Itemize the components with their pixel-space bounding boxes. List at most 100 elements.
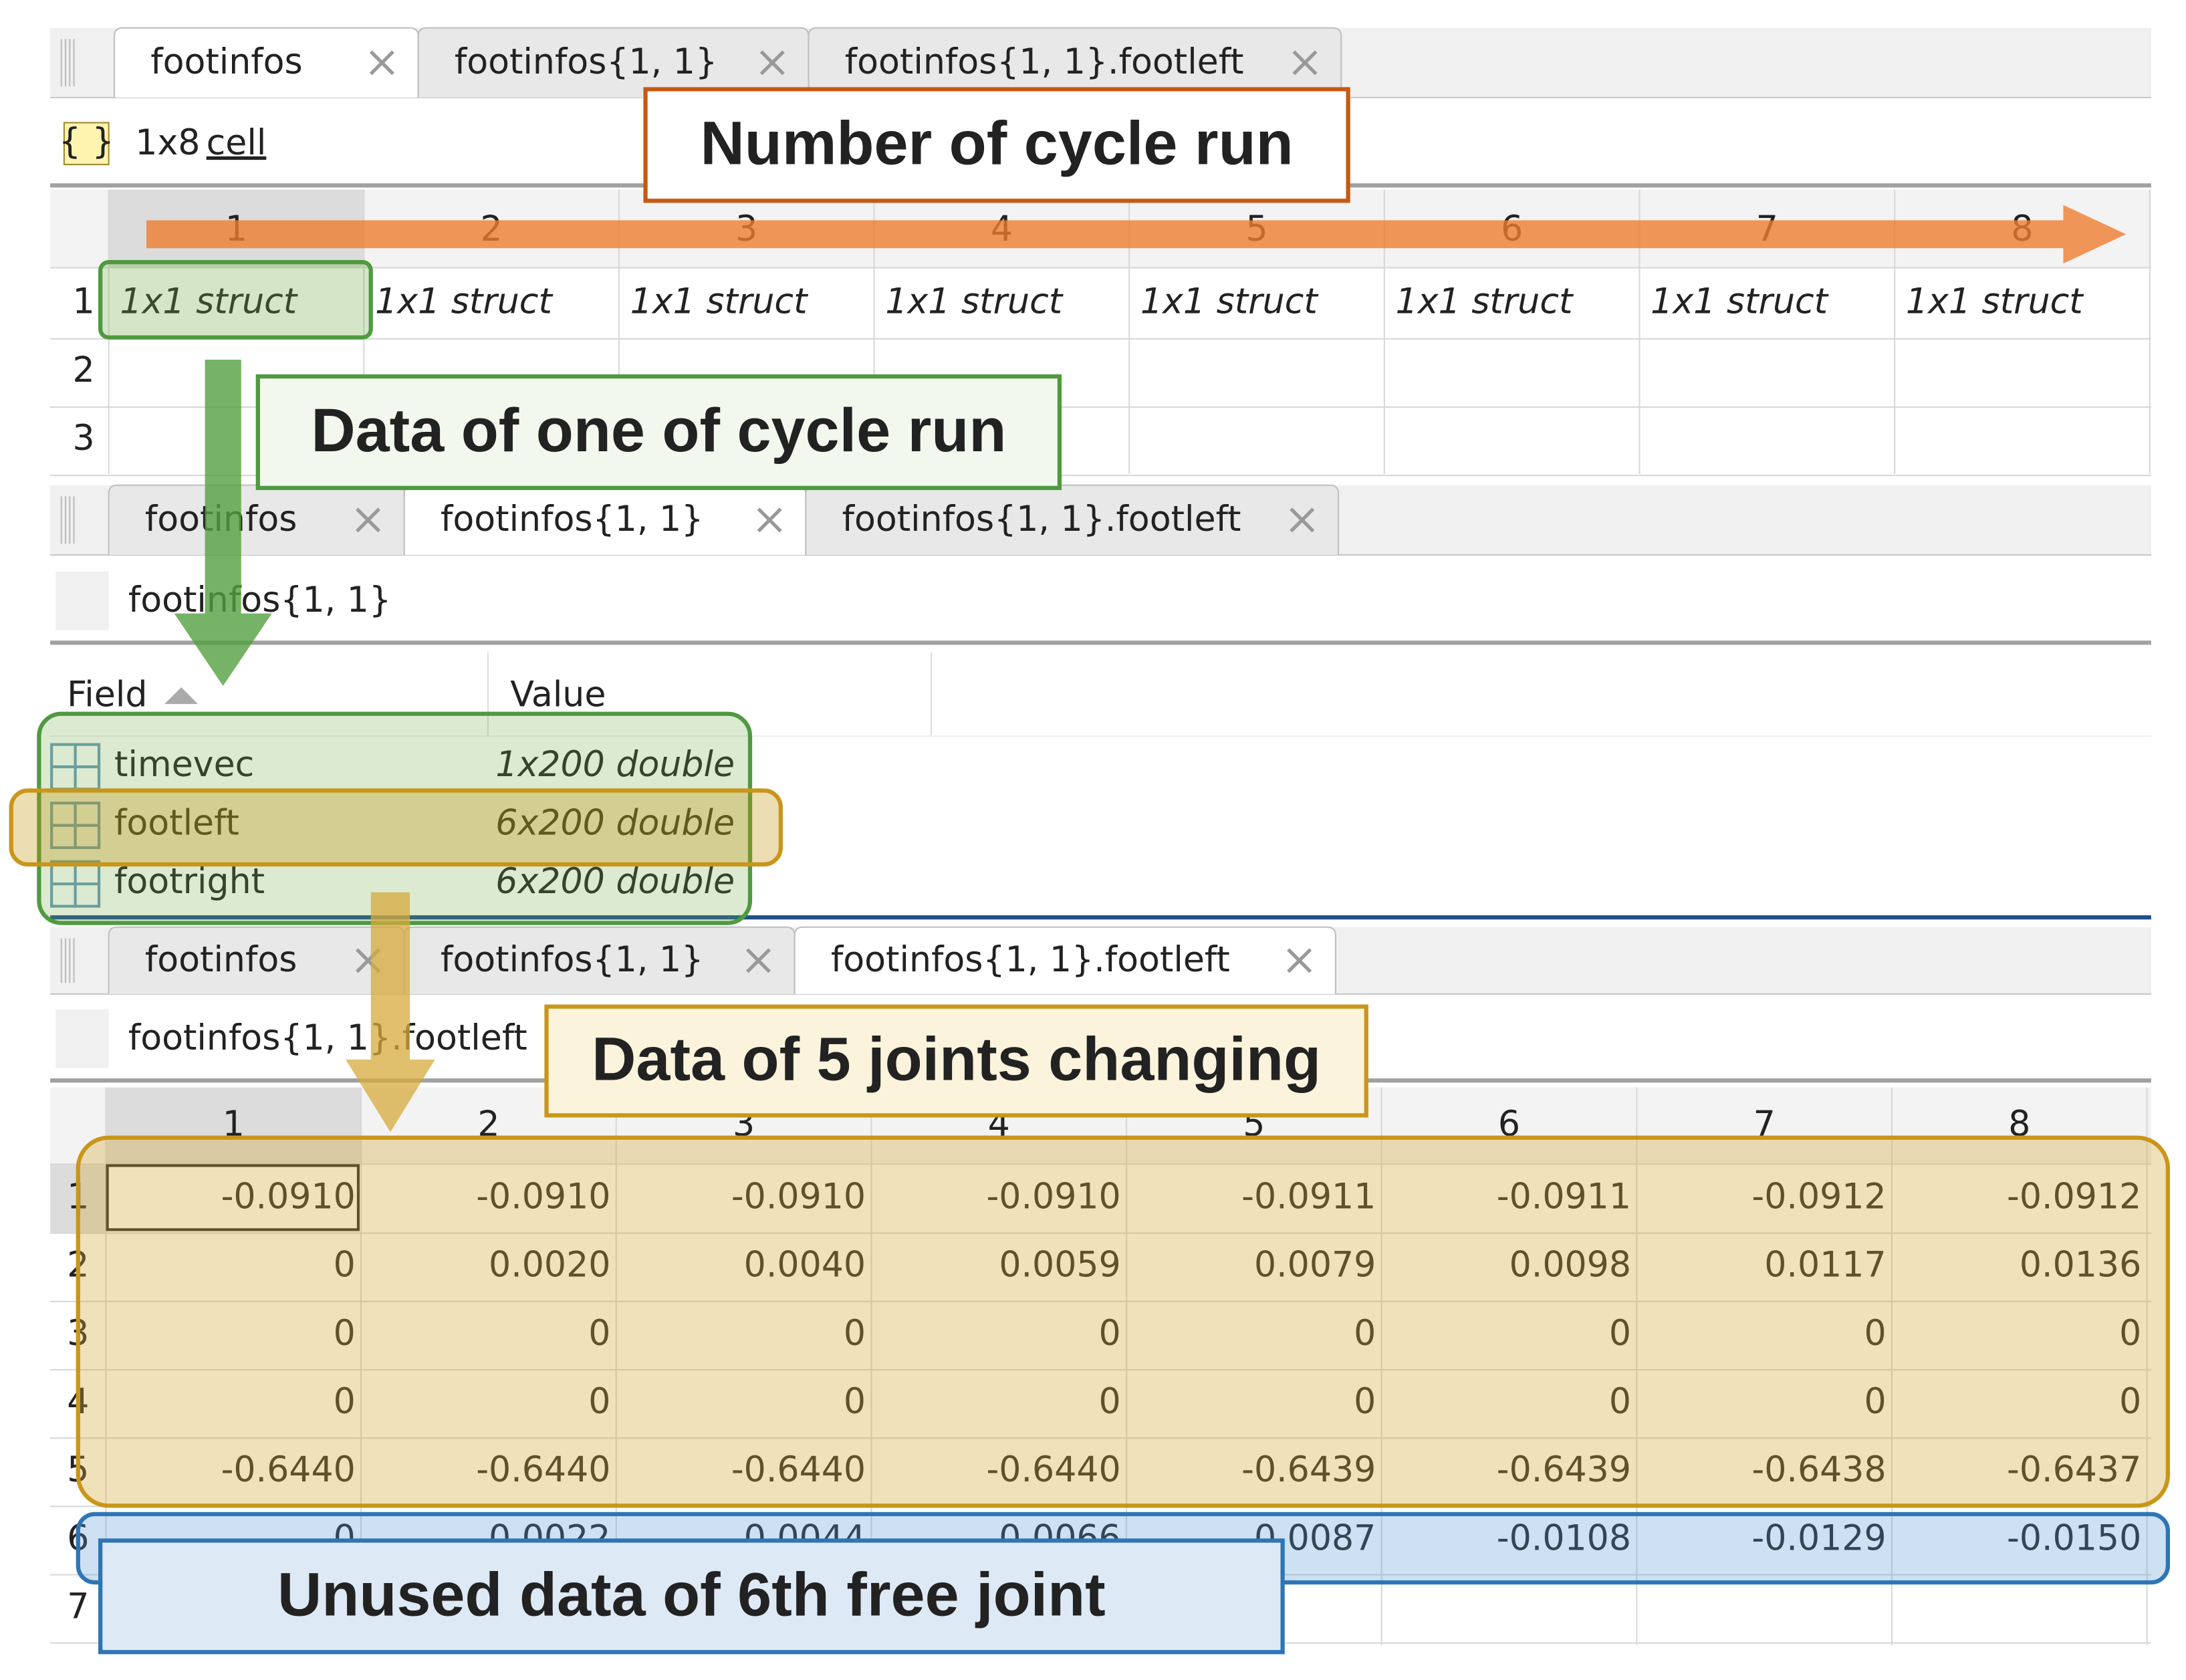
numeric-cell[interactable]: 0.0136 <box>2020 1245 2141 1286</box>
tab-close <box>369 50 394 76</box>
numeric-cell[interactable]: 0 <box>334 1382 356 1422</box>
struct-cell[interactable]: 1x1 struct <box>1140 282 1319 322</box>
tab-label[interactable]: footinfos <box>145 940 297 980</box>
numeric-cell[interactable]: -0.0129 <box>1751 1518 1886 1558</box>
numeric-cell[interactable]: -0.0150 <box>2007 1518 2141 1558</box>
numeric-cell[interactable]: -0.6437 <box>2007 1450 2141 1490</box>
numeric-cell[interactable]: -0.0108 <box>1497 1518 1631 1558</box>
struct-cell[interactable]: 1x1 struct <box>1651 282 1829 322</box>
struct-cell[interactable]: 1x1 struct <box>375 282 554 322</box>
numeric-cell[interactable]: -0.0911 <box>1497 1177 1631 1217</box>
path-icon <box>55 1009 109 1068</box>
column-header[interactable]: Field <box>67 675 147 715</box>
annotation-box <box>98 1538 1285 1655</box>
tab[interactable] <box>805 484 1340 556</box>
annotation: Unused data of 6th free joint <box>277 1560 1106 1629</box>
numeric-cell[interactable]: 0.0040 <box>744 1245 866 1286</box>
tab-close <box>1290 507 1315 533</box>
tab-label[interactable]: footinfos{1, 1} <box>455 42 717 82</box>
variable-path: footinfos{1, 1}.footleft <box>128 1018 527 1058</box>
highlight-gold <box>76 1135 2171 1508</box>
numeric-cell[interactable]: 0 <box>1099 1314 1121 1354</box>
tab-label[interactable]: footinfos{1, 1}.footleft <box>845 42 1244 82</box>
field-name[interactable]: footleft <box>114 804 239 844</box>
annotation-box <box>255 374 1062 491</box>
numeric-cell[interactable]: 0 <box>1609 1382 1631 1422</box>
row-header: 7 <box>67 1587 89 1627</box>
numeric-cell[interactable]: -0.0910 <box>476 1177 610 1217</box>
numeric-cell[interactable]: 0 <box>588 1382 610 1422</box>
numeric-cell[interactable]: -0.0910 <box>731 1177 866 1217</box>
numeric-cell[interactable]: -0.6439 <box>1497 1450 1631 1490</box>
numeric-cell[interactable]: 0.0098 <box>1509 1245 1631 1286</box>
tab[interactable] <box>794 926 1336 994</box>
numeric-cell[interactable]: 0.0059 <box>999 1245 1120 1286</box>
row-header: 3 <box>73 418 95 459</box>
numeric-cell[interactable]: 0 <box>1609 1314 1631 1354</box>
numeric-cell[interactable]: 0 <box>2119 1382 2141 1422</box>
annotation: Number of cycle run <box>701 109 1294 177</box>
numeric-cell[interactable]: -0.6440 <box>476 1450 610 1490</box>
numeric-cell[interactable]: -0.0912 <box>1751 1177 1886 1217</box>
tab-label[interactable]: footinfos{1, 1}.footleft <box>842 499 1241 539</box>
numeric-cell[interactable]: -0.0911 <box>1241 1177 1376 1217</box>
numeric-cell[interactable]: 0 <box>334 1314 356 1354</box>
numeric-cell[interactable]: 0 <box>588 1314 610 1354</box>
tab-close <box>1287 948 1312 973</box>
arrow-orange <box>146 205 2127 264</box>
numeric-cell[interactable]: 0 <box>1864 1314 1886 1354</box>
field-value: 6x200 double <box>495 862 735 902</box>
field-value: 1x200 double <box>495 745 735 785</box>
numeric-cell[interactable]: 0 <box>844 1382 866 1422</box>
variable-size: 1x8 <box>135 123 200 163</box>
row-header: 2 <box>73 350 95 390</box>
struct-cell[interactable]: 1x1 struct <box>1396 282 1574 322</box>
selected-cell <box>106 1164 360 1231</box>
numeric-cell[interactable]: 0 <box>844 1314 866 1354</box>
numeric-cell[interactable]: -0.6440 <box>221 1450 356 1490</box>
selected-column-header <box>106 1087 362 1165</box>
cell-icon <box>63 122 110 166</box>
numeric-cell[interactable]: 0.0020 <box>489 1245 610 1286</box>
tab-label[interactable]: footinfos{1, 1} <box>441 940 703 980</box>
numeric-cell[interactable]: 0.0117 <box>1764 1245 1886 1286</box>
tab-close <box>356 507 381 533</box>
struct-cell[interactable]: 1x1 struct <box>120 282 298 322</box>
class-link[interactable]: cell <box>207 123 267 163</box>
annotation: Data of 5 joints changing <box>592 1025 1321 1093</box>
tab-close <box>759 50 785 76</box>
annotation: Data of one of cycle run <box>311 396 1006 465</box>
numeric-cell[interactable]: -0.6440 <box>987 1450 1121 1490</box>
field-name[interactable]: footright <box>114 862 265 902</box>
numeric-cell[interactable]: 0 <box>1099 1382 1121 1422</box>
numeric-cell[interactable]: -0.0910 <box>221 1177 356 1217</box>
field-name[interactable]: timevec <box>114 745 254 785</box>
numeric-cell[interactable]: -0.0912 <box>2007 1177 2141 1217</box>
highlight-green <box>98 259 373 340</box>
tab[interactable] <box>417 27 810 98</box>
tab-label[interactable]: footinfos{1, 1} <box>441 499 703 539</box>
column-header[interactable]: Value <box>510 675 606 715</box>
tab[interactable] <box>113 27 419 98</box>
struct-cell[interactable]: 1x1 struct <box>1906 282 2084 322</box>
numeric-cell[interactable]: -0.6439 <box>1241 1450 1376 1490</box>
numeric-cell[interactable]: 0 <box>1864 1382 1886 1422</box>
numeric-cell[interactable]: -0.6440 <box>731 1450 866 1490</box>
numeric-cell[interactable]: 0 <box>1354 1314 1376 1354</box>
numeric-cell[interactable]: -0.6438 <box>1751 1450 1886 1490</box>
numeric-cell[interactable]: 0.0079 <box>1254 1245 1376 1286</box>
struct-cell[interactable]: 1x1 struct <box>885 282 1064 322</box>
sort-arrow <box>164 687 199 705</box>
tab-label[interactable]: footinfos <box>150 42 302 82</box>
numeric-cell[interactable]: -0.0910 <box>987 1177 1121 1217</box>
numeric-cell[interactable]: 0 <box>2119 1314 2141 1354</box>
struct-cell[interactable]: 1x1 struct <box>630 282 809 322</box>
numeric-cell[interactable]: 0 <box>334 1245 356 1286</box>
highlight-gold <box>9 788 783 867</box>
tab-label[interactable]: footinfos{1, 1}.footleft <box>831 940 1230 980</box>
field-value: 6x200 double <box>495 804 735 844</box>
tab[interactable] <box>808 27 1342 98</box>
numeric-cell[interactable]: 0 <box>1354 1382 1376 1422</box>
